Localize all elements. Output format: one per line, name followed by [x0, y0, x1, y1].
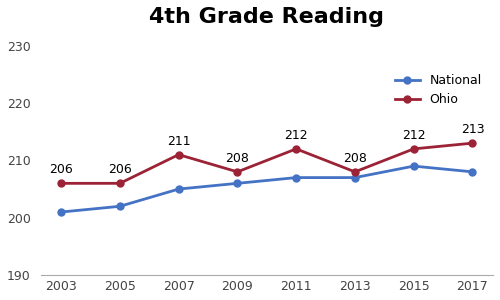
Line: National: National — [58, 163, 476, 215]
Text: 206: 206 — [49, 164, 73, 176]
National — [293, 176, 299, 179]
Ohio — [470, 141, 476, 145]
Text: 212: 212 — [284, 129, 308, 142]
Text: 208: 208 — [343, 152, 367, 165]
National — [410, 164, 416, 168]
Line: Ohio: Ohio — [58, 140, 476, 187]
National — [176, 187, 182, 191]
Text: 206: 206 — [108, 164, 132, 176]
National — [234, 182, 240, 185]
National — [352, 176, 358, 179]
Ohio — [234, 170, 240, 174]
Text: 211: 211 — [167, 135, 190, 148]
Legend: National, Ohio: National, Ohio — [390, 69, 487, 112]
Ohio — [293, 147, 299, 151]
National — [470, 170, 476, 174]
National — [117, 205, 123, 208]
Ohio — [176, 153, 182, 156]
Title: 4th Grade Reading: 4th Grade Reading — [150, 7, 384, 27]
Ohio — [352, 170, 358, 174]
Text: 213: 213 — [460, 123, 484, 136]
Ohio — [58, 182, 64, 185]
Text: 208: 208 — [226, 152, 250, 165]
National — [58, 210, 64, 214]
Ohio — [117, 182, 123, 185]
Text: 212: 212 — [402, 129, 425, 142]
Ohio — [410, 147, 416, 151]
